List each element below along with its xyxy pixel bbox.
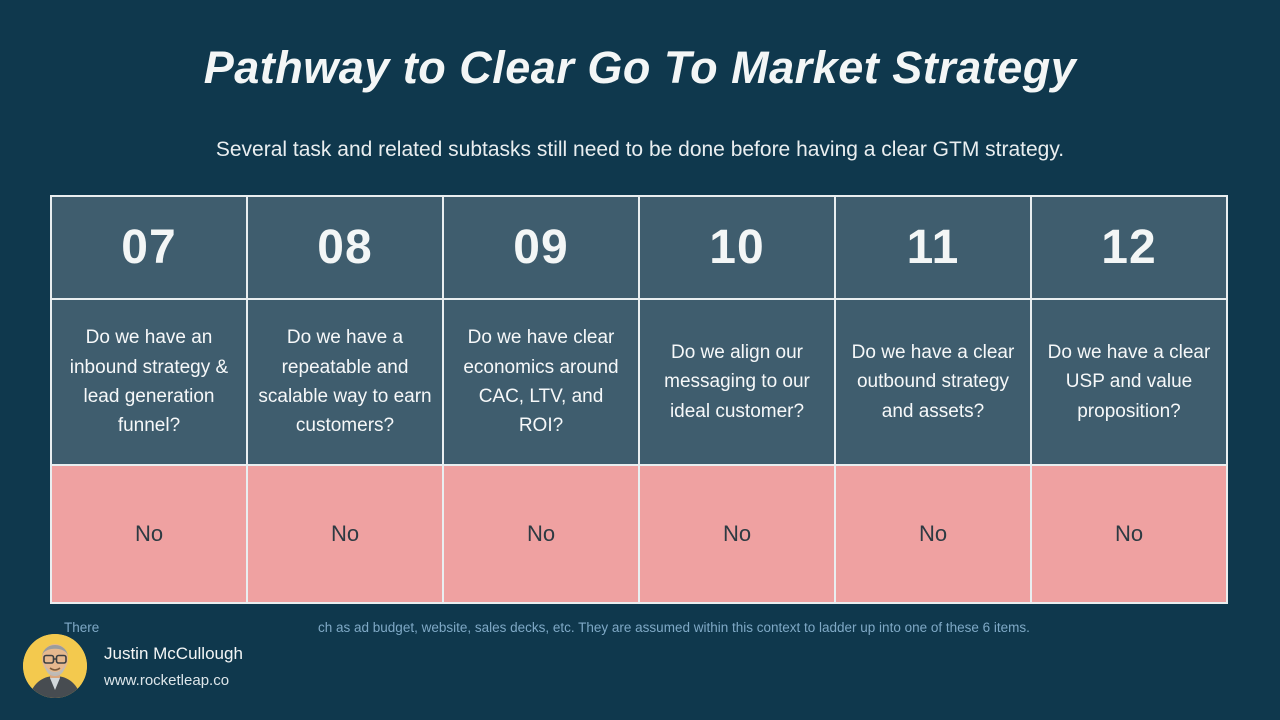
page-title: Pathway to Clear Go To Market Strategy xyxy=(203,42,1077,93)
table-column-08: 08 Do we have a repeatable and scalable … xyxy=(248,197,444,602)
presenter-profile: Justin McCullough www.rocketleap.co xyxy=(23,634,243,698)
task-question: Do we have a clear outbound strategy and… xyxy=(836,300,1030,466)
task-number: 08 xyxy=(248,197,442,300)
task-answer: No xyxy=(1032,466,1226,602)
presenter-name: Justin McCullough xyxy=(104,643,243,663)
presenter-info: Justin McCullough www.rocketleap.co xyxy=(104,644,243,689)
table-column-12: 12 Do we have a clear USP and value prop… xyxy=(1032,197,1226,602)
task-number: 09 xyxy=(444,197,638,300)
task-number: 11 xyxy=(836,197,1030,300)
page-subtitle: Several task and related subtasks still … xyxy=(215,138,1065,161)
avatar xyxy=(23,634,87,698)
task-question: Do we have a repeatable and scalable way… xyxy=(248,300,442,466)
task-number: 10 xyxy=(640,197,834,300)
task-question: Do we have a clear USP and value proposi… xyxy=(1032,300,1226,466)
table-column-09: 09 Do we have clear economics around CAC… xyxy=(444,197,640,602)
table-column-10: 10 Do we align our messaging to our idea… xyxy=(640,197,836,602)
footnote-fragment-left: There xyxy=(64,620,100,635)
task-number: 07 xyxy=(52,197,246,300)
task-number: 12 xyxy=(1032,197,1226,300)
presenter-website: www.rocketleap.co xyxy=(104,671,230,689)
task-question: Do we have clear economics around CAC, L… xyxy=(444,300,638,466)
table-column-07: 07 Do we have an inbound strategy & lead… xyxy=(52,197,248,602)
task-answer: No xyxy=(52,466,246,602)
table-column-11: 11 Do we have a clear outbound strategy … xyxy=(836,197,1032,602)
task-question: Do we have an inbound strategy & lead ge… xyxy=(52,300,246,466)
gtm-task-table: 07 Do we have an inbound strategy & lead… xyxy=(50,195,1228,604)
task-answer: No xyxy=(248,466,442,602)
footnote: There ch as ad budget, website, sales de… xyxy=(0,620,1280,640)
task-question: Do we align our messaging to our ideal c… xyxy=(640,300,834,466)
footnote-fragment-right: ch as ad budget, website, sales decks, e… xyxy=(318,620,1030,635)
task-answer: No xyxy=(836,466,1030,602)
task-answer: No xyxy=(444,466,638,602)
task-answer: No xyxy=(640,466,834,602)
